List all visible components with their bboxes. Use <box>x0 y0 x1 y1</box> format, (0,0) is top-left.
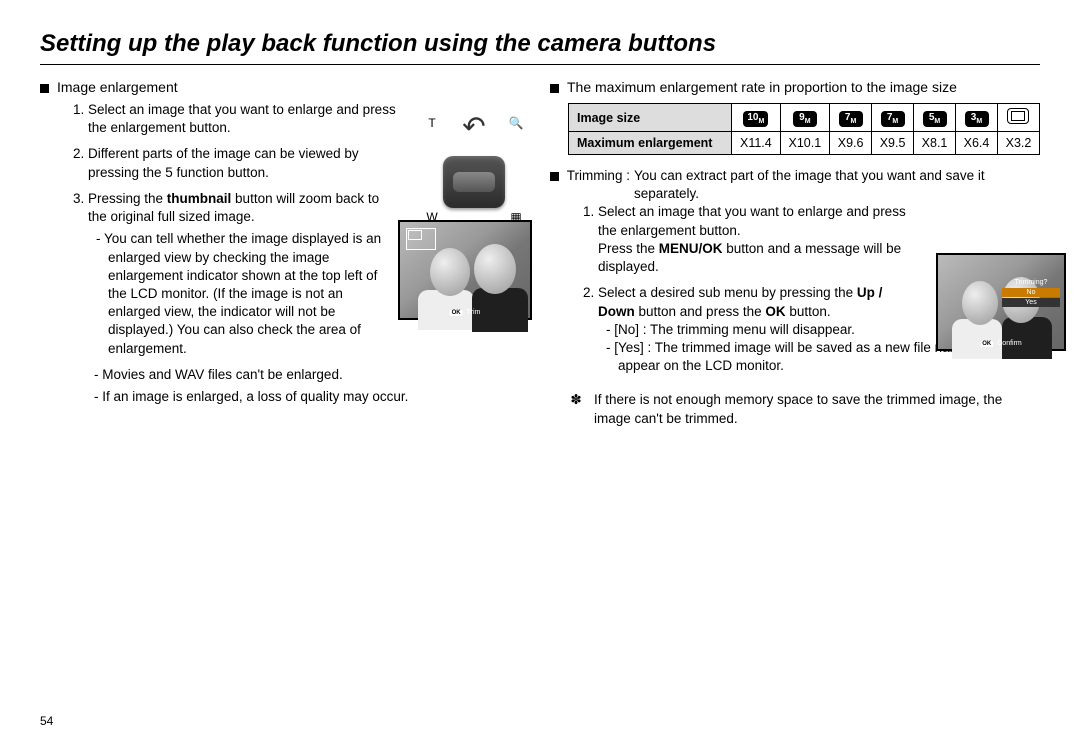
note-cross-icon: ✽ <box>568 391 584 409</box>
size-9m-icon: 9M <box>793 111 817 127</box>
size-icon-cell: 7M <box>830 104 872 132</box>
size-10m-icon: 10M <box>743 111 768 127</box>
memory-note: ✽ If there is not enough memory space to… <box>550 391 1040 427</box>
menu-ok-bold: MENU/OK <box>659 241 723 256</box>
quality-loss-note: If an image is enlarged, a loss of quali… <box>88 388 520 406</box>
trimming-description: You can extract part of the image that y… <box>634 167 1040 203</box>
trimming-menu: Trimming? No Yes <box>1002 279 1060 308</box>
magnifier-icon: 🔍 <box>506 116 526 130</box>
size-icon-cell: 10M <box>732 104 781 132</box>
size-5m-icon: 5M <box>923 111 947 127</box>
zoom-value: X11.4 <box>732 132 781 155</box>
ok-bold: OK <box>765 304 785 319</box>
size-icon-cell: 5M <box>914 104 956 132</box>
size-custom-icon <box>1007 108 1029 124</box>
page-number: 54 <box>40 714 53 728</box>
trim-step2-mid: button and press the <box>635 304 766 319</box>
square-bullet-icon <box>550 84 559 93</box>
image-enlargement-heading: Image enlargement <box>40 79 520 95</box>
size-icon-cell: 9M <box>780 104 830 132</box>
size-7m-icon: 7M <box>839 111 863 127</box>
zoom-t-label: T <box>422 116 442 130</box>
zoom-value: X6.4 <box>956 132 998 155</box>
trimming-option-no: No <box>1002 288 1060 297</box>
ok-badge-icon: OK <box>980 341 993 347</box>
table-row-header: Image size 10M 9M 7M 7M 5M 3M <box>569 104 1040 132</box>
thumbnail-bold: thumbnail <box>167 191 232 206</box>
ok-badge-icon: OK <box>450 310 463 316</box>
movies-wav-note: Movies and WAV files can't be enlarged. <box>88 366 520 384</box>
zoom-value: X10.1 <box>780 132 830 155</box>
size-7m-alt-icon: 7M <box>881 111 905 127</box>
trimming-heading: Trimming : You can extract part of the i… <box>550 167 1040 203</box>
confirm-hint-label: Confirm <box>997 340 1022 347</box>
max-enlargement-heading: The maximum enlargement rate in proporti… <box>550 79 1040 95</box>
size-icon-cell <box>997 104 1039 132</box>
table-row-values: Maximum enlargement X11.4 X10.1 X9.6 X9.… <box>569 132 1040 155</box>
size-icon-cell: 3M <box>956 104 998 132</box>
memory-note-text: If there is not enough memory space to s… <box>594 391 1040 427</box>
page-title: Setting up the play back function using … <box>40 30 1040 58</box>
zoom-value: X9.5 <box>872 132 914 155</box>
arrow-up-icon: ↶ <box>462 110 485 143</box>
zoom-button-illustration: ↶ T 🔍 W ▦ <box>420 114 528 206</box>
max-enlargement-header: Maximum enlargement <box>569 132 732 155</box>
trimming-menu-title: Trimming? <box>1002 279 1060 286</box>
enlargement-indicator-icon <box>406 228 436 250</box>
trim-step2-pre: Select a desired sub menu by pressing th… <box>598 285 857 300</box>
lcd-enlargement-preview: OK Trim <box>398 220 532 320</box>
zoom-value: X8.1 <box>914 132 956 155</box>
trimming-option-yes: Yes <box>1002 298 1060 307</box>
two-column-layout: Image enlargement Select an image that y… <box>40 79 1040 428</box>
trim-hint-label: Trim <box>467 309 481 316</box>
zoom-button-icon <box>443 156 505 208</box>
size-3m-icon: 3M <box>965 111 989 127</box>
image-size-header: Image size <box>569 104 732 132</box>
image-enlargement-label: Image enlargement <box>57 79 178 95</box>
lcd-trimming-preview: Trimming? No Yes OK Confirm <box>936 253 1066 351</box>
square-bullet-icon <box>40 84 49 93</box>
trimming-label: Trimming : <box>567 167 630 203</box>
trim-step1-pre: Press the <box>598 241 659 256</box>
zoom-value: X9.6 <box>830 132 872 155</box>
title-divider <box>40 64 1040 65</box>
square-bullet-icon <box>550 172 559 181</box>
step3-pre: Pressing the <box>88 191 167 206</box>
trim-step1-line1: Select an image that you want to enlarge… <box>598 204 906 237</box>
enlargement-rate-table: Image size 10M 9M 7M 7M 5M 3M Maximum en… <box>568 103 1040 155</box>
size-icon-cell: 7M <box>872 104 914 132</box>
additional-notes: Movies and WAV files can't be enlarged. … <box>40 366 520 406</box>
trim-step2-post: button. <box>786 304 831 319</box>
zoom-value: X3.2 <box>997 132 1039 155</box>
max-enlargement-label: The maximum enlargement rate in proporti… <box>567 79 957 95</box>
